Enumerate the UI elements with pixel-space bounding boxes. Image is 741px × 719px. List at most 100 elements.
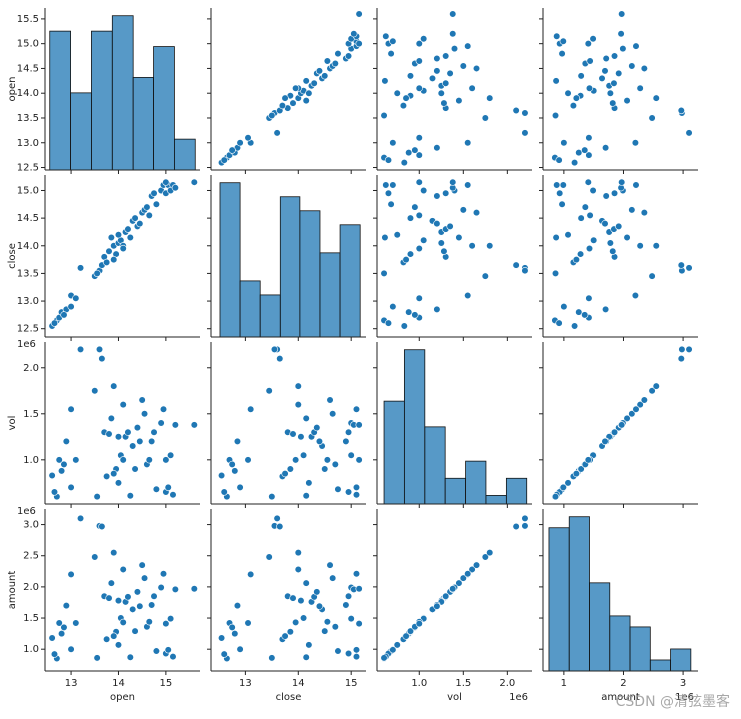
scatter-point [399, 101, 408, 110]
scatter-point [62, 601, 70, 610]
x-tick-label: 1.5 [455, 678, 471, 689]
scatter-point [581, 203, 589, 211]
scatter-point [387, 49, 395, 58]
scatter-point [129, 605, 137, 613]
scatter-point [57, 630, 66, 638]
scatter-point [481, 553, 489, 561]
scatter-point [382, 181, 390, 189]
scatter-point [618, 10, 626, 18]
x-axis-label: open [110, 692, 135, 703]
scatter-point [433, 192, 441, 200]
scatter-point [632, 405, 640, 413]
y-tick-label: 1.0 [23, 644, 39, 655]
hist-bar [403, 349, 426, 505]
scatter-point [555, 156, 563, 164]
scatter-point [313, 588, 321, 596]
x-tick-label: 13 [239, 678, 252, 689]
scatter-point [584, 178, 592, 186]
scatter-point [124, 225, 132, 233]
scatter-point [512, 106, 520, 115]
scatter-point [148, 437, 156, 446]
scatter-point [405, 308, 413, 316]
scatter-point [677, 261, 685, 269]
scatter-point [577, 465, 585, 473]
y-tick-label: 15.0 [17, 39, 39, 50]
scatter-point [577, 214, 585, 222]
panel [207, 175, 366, 341]
scatter-point [342, 437, 350, 446]
scatter-point [585, 134, 593, 142]
scatter-point [157, 419, 165, 427]
scatter-point [553, 32, 561, 40]
y-tick-label: 3.0 [23, 520, 39, 531]
scatter-point [589, 35, 597, 43]
scatter-point [133, 424, 142, 432]
scatter-point [114, 433, 123, 441]
scatter-point [615, 69, 623, 77]
scatter-point [292, 618, 300, 627]
scatter-point [217, 634, 226, 642]
scatter-point [615, 222, 623, 231]
scatter-point [564, 479, 572, 487]
scatter-point [389, 646, 397, 654]
scatter-point [62, 437, 70, 446]
scatter-point [152, 485, 160, 493]
scatter-point [124, 593, 132, 601]
scatter-point [289, 430, 297, 438]
scatter-point [313, 424, 321, 432]
scatter-point [384, 319, 393, 327]
scatter-point [350, 30, 358, 38]
scatter-point [415, 134, 423, 142]
panel [373, 175, 532, 341]
y-axis-label: vol [7, 416, 18, 431]
scatter-point [244, 619, 252, 627]
scatter-point [472, 561, 481, 569]
y-tick-label: 1.5 [23, 409, 39, 420]
hist-bar [485, 495, 507, 505]
scatter-point [464, 570, 472, 578]
scatter-point [294, 549, 302, 557]
scatter-point [60, 311, 68, 319]
scatter-point [93, 654, 101, 662]
scatter-point [610, 428, 619, 436]
scatter-point [585, 294, 593, 302]
scatter-point [440, 99, 448, 107]
scatter-point [145, 618, 153, 626]
scatter-point [433, 602, 441, 610]
scatter-point [628, 62, 636, 70]
scatter-point [233, 601, 242, 610]
scatter-point [119, 565, 127, 574]
hist-bar [548, 527, 570, 672]
scatter-point [190, 178, 198, 186]
scatter-point [244, 456, 252, 464]
scatter-point [601, 220, 609, 228]
panel [373, 8, 532, 174]
hist-bar [444, 477, 466, 505]
scatter-point [103, 635, 111, 643]
scatter-point [381, 77, 389, 85]
scatter-point [628, 206, 636, 214]
scatter-point [450, 45, 459, 53]
scatter-point [355, 10, 363, 18]
scatter-point [286, 465, 294, 473]
scatter-point [685, 129, 693, 137]
scatter-point [402, 632, 410, 640]
scatter-point [114, 231, 123, 239]
scatter-point [281, 632, 289, 640]
scatter-point [437, 239, 445, 247]
scatter-point [464, 42, 472, 50]
scatter-point [236, 645, 244, 653]
scatter-point [133, 588, 142, 596]
scatter-point [512, 522, 520, 531]
scatter-point [521, 109, 529, 117]
scatter-point [110, 549, 118, 557]
x-axis-label: vol [447, 692, 462, 703]
scatter-point [632, 42, 640, 50]
scatter-point [586, 211, 594, 219]
scatter-point [302, 77, 310, 85]
scatter-point [552, 233, 560, 242]
scatter-point [623, 414, 631, 422]
scatter-point [236, 483, 244, 492]
y-tick-label: 14.0 [17, 241, 39, 252]
scatter-point [618, 421, 626, 429]
